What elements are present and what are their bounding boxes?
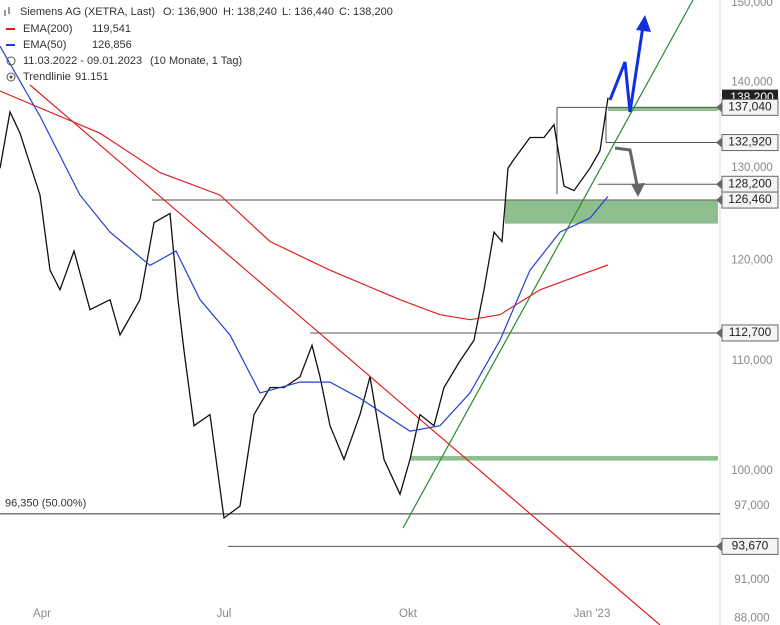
fib-label: 96,350 (50.00%) xyxy=(5,498,86,510)
uptrend-line xyxy=(402,0,694,529)
legend-value: 126,856 xyxy=(92,39,132,51)
title: Siemens AG (XETRA, Last) xyxy=(20,6,155,18)
y-tick-label: 140,000 xyxy=(731,77,773,89)
level-label: 137,040 xyxy=(728,100,772,114)
x-tick-label: Jan '23 xyxy=(574,608,611,620)
x-tick-label: Jul xyxy=(217,608,232,620)
blue-arrowhead xyxy=(636,15,651,32)
level-pointer xyxy=(716,102,722,113)
trend-value: 91.151 xyxy=(75,71,109,83)
header: Siemens AG (XETRA, Last) O: 136,900 H: 1… xyxy=(4,6,393,83)
support-zone xyxy=(410,456,718,461)
x-tick-label: Okt xyxy=(399,608,418,620)
low: L: 136,440 xyxy=(282,6,334,18)
high: H: 138,240 xyxy=(223,6,277,18)
level-pointer xyxy=(716,327,722,338)
period: 11.03.2022 - 09.01.2023 xyxy=(23,55,142,67)
level-label: 126,460 xyxy=(728,192,772,206)
y-tick-label: 91,000 xyxy=(734,574,769,586)
y-tick-label: 88,000 xyxy=(734,612,769,624)
ema-line xyxy=(0,45,609,432)
y-tick-label: 150,000 xyxy=(731,0,773,9)
y-tick-label: 100,000 xyxy=(731,465,773,477)
trend-icon xyxy=(6,72,16,82)
y-tick-label: 120,000 xyxy=(731,255,773,267)
close: C: 138,200 xyxy=(339,6,393,18)
period-note: (10 Monate, 1 Tag) xyxy=(150,55,242,67)
y-tick-label: 97,000 xyxy=(734,500,769,512)
ema-line xyxy=(0,90,609,321)
legend-name: EMA(200) xyxy=(23,23,73,35)
level-label: 132,920 xyxy=(728,135,772,149)
price-line xyxy=(0,97,609,520)
support-zone xyxy=(505,200,718,224)
level-pointer xyxy=(716,179,722,190)
gray-arrow xyxy=(614,146,639,186)
support-zone xyxy=(608,106,718,112)
trend-icon xyxy=(9,75,13,79)
clock-icon xyxy=(6,56,16,66)
level-pointer xyxy=(716,541,722,552)
y-tick-label: 130,000 xyxy=(731,162,773,174)
level-label: 93,670 xyxy=(732,539,769,553)
level-pointer xyxy=(716,195,722,206)
level-pointer xyxy=(716,137,722,148)
legend-name: EMA(50) xyxy=(23,39,66,51)
gray-arrowhead xyxy=(631,183,645,197)
open: O: 136,900 xyxy=(163,6,217,18)
level-label: 128,200 xyxy=(728,176,772,190)
y-tick-label: 110,000 xyxy=(732,355,773,367)
x-tick-label: Apr xyxy=(33,608,51,620)
downtrend-line xyxy=(29,84,661,625)
legend-value: 119,541 xyxy=(92,23,131,35)
level-label: 112,700 xyxy=(729,325,772,339)
blue-arrow xyxy=(608,25,645,113)
trend-name: Trendlinie xyxy=(23,71,71,83)
